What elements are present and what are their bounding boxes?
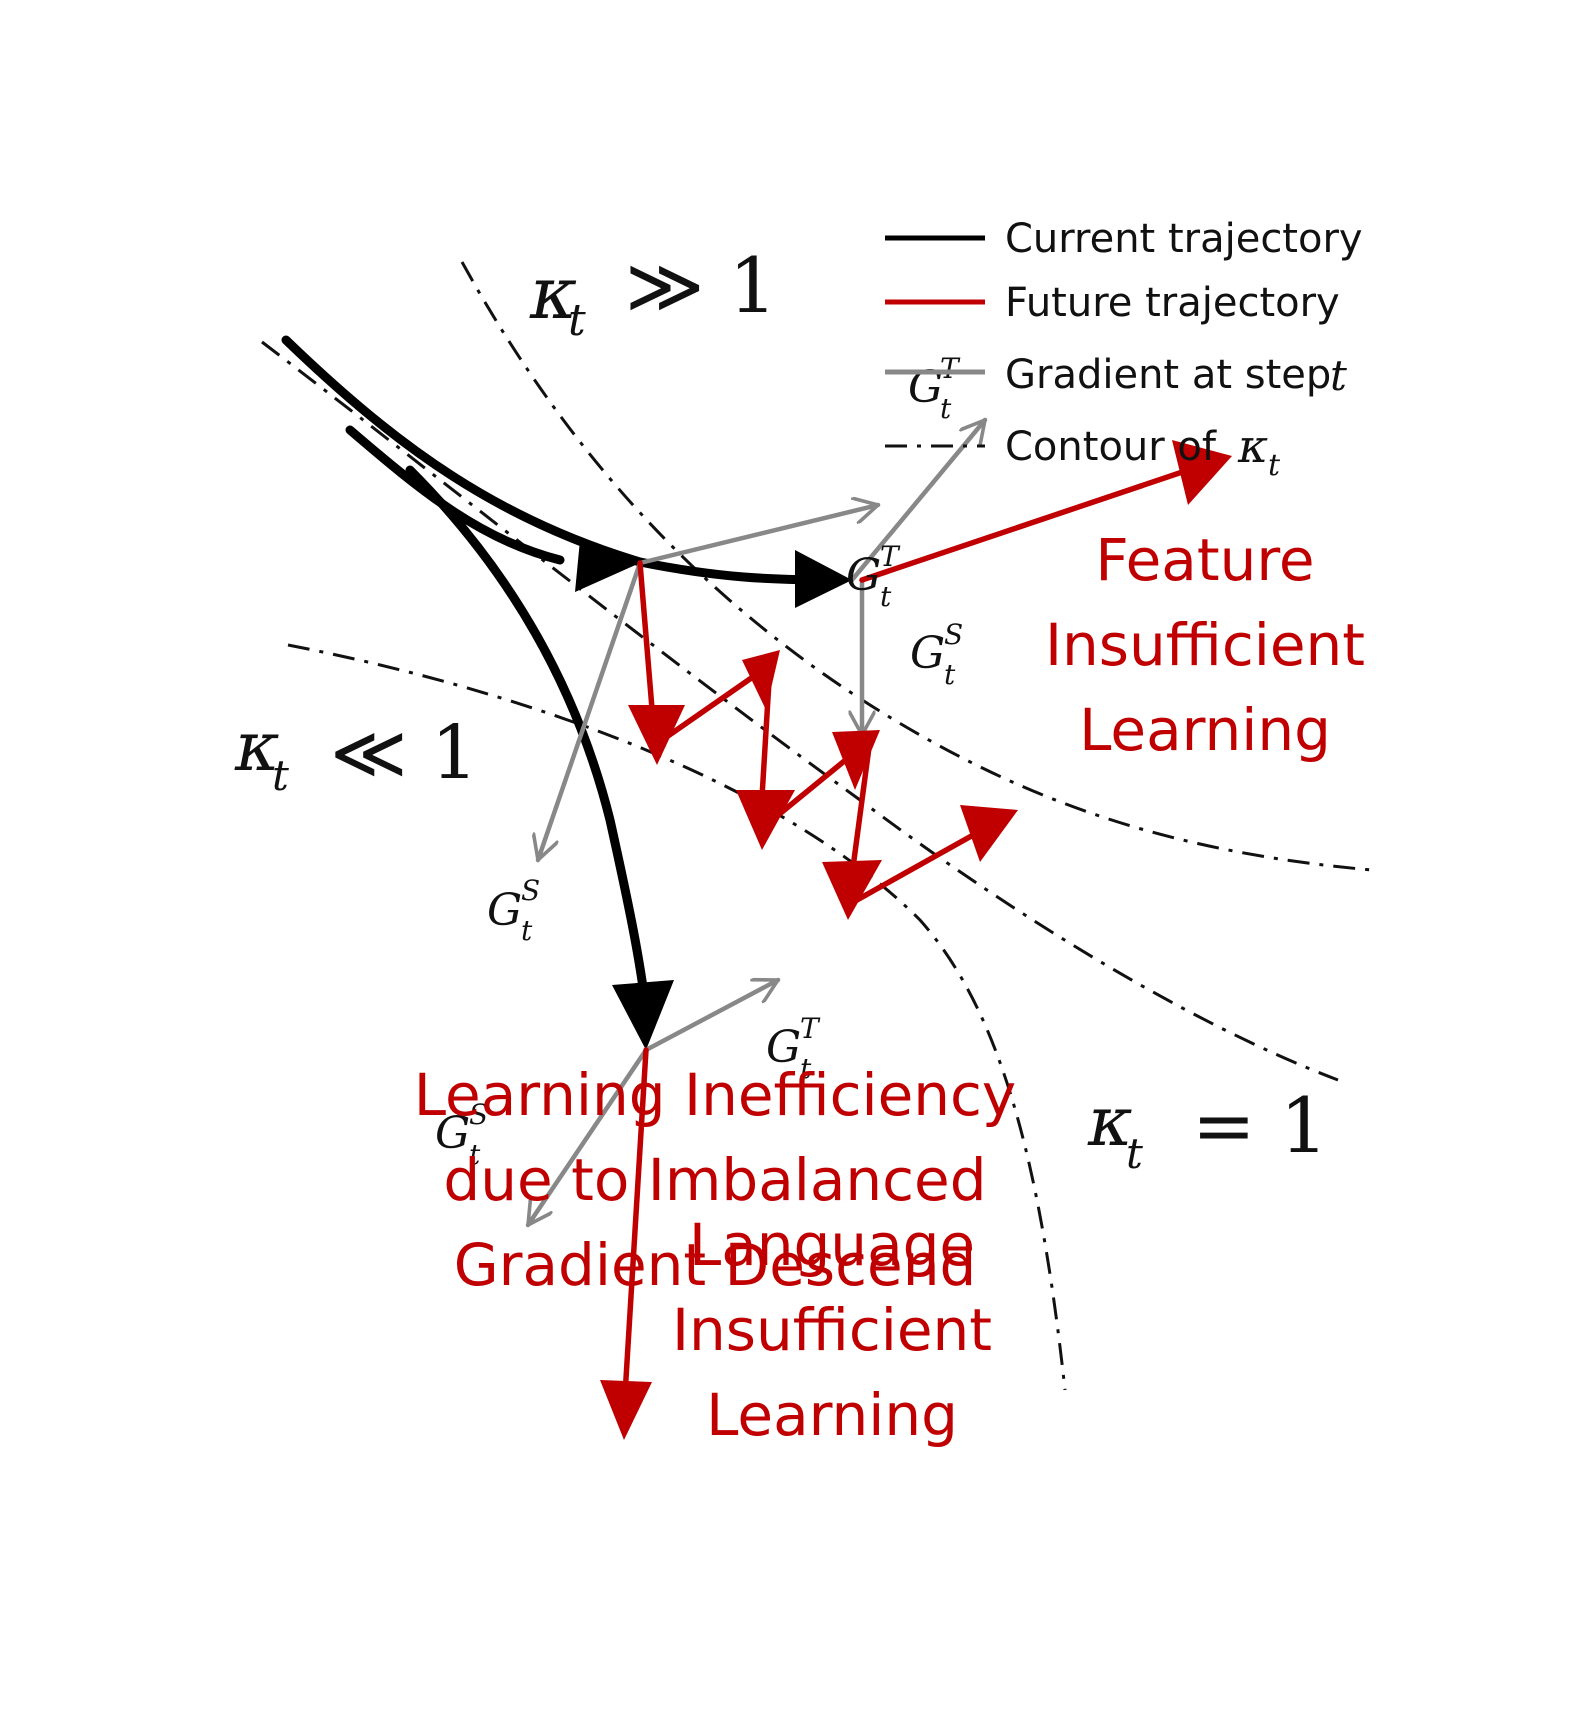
kappa-equal-sub: t [1126, 1129, 1143, 1178]
kappa-high-relation: ≫ 1 [625, 241, 777, 330]
annotation-language: Language Insufficient Learning [672, 1211, 992, 1449]
current-trajectory-upper-tail [345, 425, 565, 565]
future-arrowhead-z4 [832, 730, 880, 790]
g-letter: G [846, 550, 881, 601]
g-sup: S [944, 618, 963, 651]
g-sup: T [940, 352, 961, 385]
gradient-gt-1 [637, 505, 878, 566]
legend-contour-label: Contour of [1005, 424, 1217, 470]
legend-gradient-label: Gradient at step [1005, 352, 1331, 398]
annotation-feature: Feature Insufficient Learning [1045, 526, 1365, 764]
gradient-label-gt-legend: G T t [908, 352, 961, 425]
future-arrow-language [622, 1047, 649, 1398]
g-sup: T [880, 540, 901, 573]
kappa-low-symbol: κ [234, 708, 280, 787]
kappa-label-equal: κ t = 1 [1087, 1081, 1328, 1178]
gradient-gt-2 [849, 420, 985, 583]
current-trajectory-down [405, 465, 651, 1015]
g-letter: G [910, 628, 945, 679]
gradient-label-gs-3: G S t [435, 1098, 488, 1171]
g-sup: S [469, 1098, 488, 1131]
gradient-label-gt-2: G T t [846, 540, 901, 613]
current-arrowhead-3 [612, 980, 674, 1050]
future-arrowhead-z2 [742, 650, 780, 710]
current-arrowhead-1 [575, 540, 640, 592]
g-sub: t [880, 580, 892, 613]
g-letter: G [435, 1108, 470, 1159]
kappa-high-symbol: κ [529, 251, 577, 335]
future-arrowhead-feature [1172, 440, 1232, 505]
gradient-label-gs-2: G S t [910, 618, 963, 691]
legend-gradient-var: t [1330, 351, 1347, 400]
future-arrowhead-z3 [736, 790, 795, 850]
gradient-label-gt-3: G T t [766, 1012, 821, 1085]
legend-current-label: Current trajectory [1005, 216, 1363, 262]
contour-lines [261, 261, 1373, 1391]
future-arrowheads [600, 440, 1232, 1440]
kappa-equal-symbol: κ [1087, 1083, 1133, 1162]
legend-contour-sub: t [1268, 448, 1281, 483]
contour-high [460, 261, 1373, 872]
gradient-gs-3 [525, 1047, 649, 1225]
annotation-inefficiency-line-1: Learning Inefficiency [414, 1061, 1017, 1129]
g-sub: t [800, 1052, 812, 1085]
g-letter: G [766, 1022, 801, 1073]
annotation-feature-line-3: Learning [1079, 696, 1331, 764]
gradient-gt-3 [643, 977, 778, 1053]
kappa-label-low: κ t ≪ 1 [234, 708, 478, 800]
g-sup: T [800, 1012, 821, 1045]
annotation-inefficiency-line-2: due to Imbalanced [443, 1146, 986, 1214]
kappa-label-high: κ t ≫ 1 [529, 241, 777, 346]
g-sup: S [521, 874, 540, 907]
current-trajectory [281, 335, 845, 1015]
annotation-inefficiency-line-3: Gradient Descend [454, 1231, 977, 1299]
future-arrowhead-z5 [822, 860, 882, 920]
kappa-high-sub: t [568, 295, 586, 346]
annotation-language-line-2: Insufficient [672, 1296, 992, 1364]
future-arrowhead-z1 [628, 705, 685, 765]
annotation-inefficiency: Learning Inefficiency due to Imbalanced … [414, 1061, 1017, 1299]
annotation-language-line-1: Language [689, 1211, 975, 1279]
gradient-label-gs-1: G S t [487, 874, 540, 947]
future-arrowhead-z6 [960, 805, 1018, 862]
current-arrowhead-2 [795, 550, 852, 608]
annotation-feature-line-1: Feature [1095, 526, 1314, 594]
legend: Current trajectory Future trajectory Gra… [885, 216, 1363, 483]
g-sub: t [940, 392, 952, 425]
contour-mid [261, 340, 1339, 1082]
kappa-low-relation: ≪ 1 [330, 710, 478, 796]
gradient-gs-1 [538, 560, 643, 860]
g-letter: G [487, 885, 522, 936]
contour-low [287, 643, 1067, 1391]
g-sub: t [521, 914, 533, 947]
current-arrowheads [575, 540, 852, 1050]
g-sub: t [469, 1138, 481, 1171]
legend-contour-var: κ [1237, 419, 1268, 473]
future-arrowhead-language [600, 1380, 652, 1440]
kappa-low-sub: t [272, 751, 289, 800]
future-zigzag [637, 560, 1003, 911]
future-arrow-feature [859, 459, 1215, 583]
annotation-feature-line-2: Insufficient [1045, 611, 1365, 679]
gradient-arrows [525, 420, 985, 1225]
kappa-equal-relation: = 1 [1192, 1081, 1328, 1170]
g-sub: t [944, 658, 956, 691]
legend-future-label: Future trajectory [1005, 280, 1340, 326]
annotation-language-line-3: Learning [706, 1381, 958, 1449]
